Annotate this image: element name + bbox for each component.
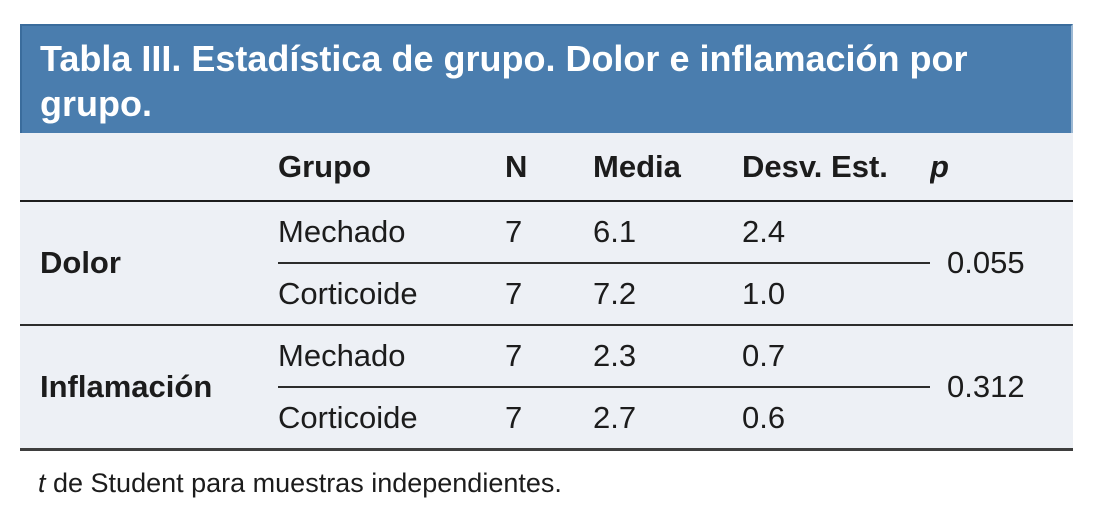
table-row-dolor-mechado: Dolor Mechado 7 6.1 2.4 0.055 [20, 201, 1073, 326]
cell-grupo: Corticoide [278, 387, 505, 451]
footnote-t-symbol: t [38, 467, 46, 498]
cell-n: 7 [505, 201, 593, 264]
cell-grupo: Mechado [278, 201, 505, 264]
cell-grupo: Mechado [278, 325, 505, 388]
cell-grupo: Corticoide [278, 263, 505, 326]
cell-p-inflamacion: 0.312 [930, 325, 1073, 451]
column-header-p: p [930, 133, 1073, 202]
column-header-grupo: Grupo [278, 133, 505, 202]
cell-media: 7.2 [593, 263, 742, 326]
statistics-table: Grupo N Media Desv. Est. p Dolor Mechado… [20, 133, 1073, 451]
column-header-desv-est: Desv. Est. [742, 133, 930, 202]
row-label-dolor: Dolor [20, 201, 278, 326]
cell-media: 2.7 [593, 387, 742, 451]
table-figure: Tabla III. Estadística de grupo. Dolor e… [20, 24, 1073, 499]
cell-media: 6.1 [593, 201, 742, 264]
table-row-inflamacion-mechado: Inflamación Mechado 7 2.3 0.7 0.312 [20, 325, 1073, 451]
footnote: t de Student para muestras independiente… [20, 468, 1073, 499]
column-header-media: Media [593, 133, 742, 202]
cell-desv-est: 2.4 [742, 201, 930, 264]
cell-media: 2.3 [593, 325, 742, 388]
column-header-n: N [505, 133, 593, 202]
table-title: Tabla III. Estadística de grupo. Dolor e… [20, 24, 1073, 133]
cell-desv-est: 0.6 [742, 387, 930, 451]
row-label-inflamacion: Inflamación [20, 325, 278, 451]
cell-desv-est: 0.7 [742, 325, 930, 388]
cell-p-dolor: 0.055 [930, 201, 1073, 326]
header-row: Grupo N Media Desv. Est. p [20, 133, 1073, 202]
cell-n: 7 [505, 263, 593, 326]
column-header-empty [20, 133, 278, 202]
table-row-inflamacion-corticoide: Corticoide 7 2.7 0.6 [20, 387, 1073, 451]
cell-n: 7 [505, 325, 593, 388]
table-row-dolor-corticoide: Corticoide 7 7.2 1.0 [20, 263, 1073, 326]
cell-n: 7 [505, 387, 593, 451]
footnote-text: de Student para muestras independientes. [45, 467, 562, 498]
cell-desv-est: 1.0 [742, 263, 930, 326]
